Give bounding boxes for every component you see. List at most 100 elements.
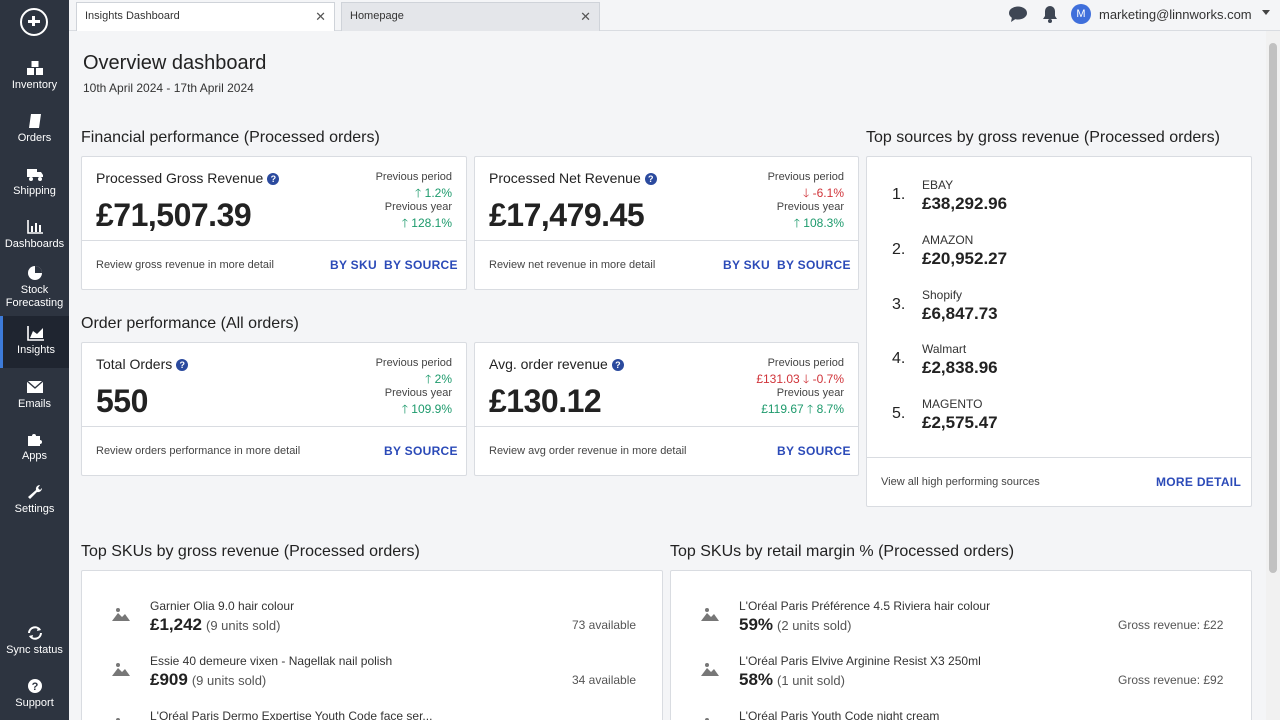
source-name: Walmart bbox=[922, 342, 967, 356]
source-rank: 4. bbox=[892, 350, 906, 367]
sku-units: (1 unit sold) bbox=[777, 673, 845, 688]
review-text: View all high performing sources bbox=[881, 476, 1040, 488]
card-title-text: Processed Gross Revenue bbox=[96, 170, 264, 186]
card-title-text: Processed Net Revenue bbox=[489, 170, 641, 186]
avg-order-revenue-card: Avg. order revenue? £130.12 Previous per… bbox=[474, 342, 859, 476]
prev-year-change: £119.67 🡑 8.7% bbox=[761, 400, 844, 421]
tab-insights-dashboard[interactable]: Insights Dashboard ✕ bbox=[76, 2, 335, 31]
arrow-up-icon: 🡑 bbox=[793, 216, 800, 230]
chevron-down-icon[interactable] bbox=[1262, 10, 1270, 15]
financial-section-title: Financial performance (Processed orders) bbox=[81, 129, 380, 146]
review-text: Review orders performance in more detail bbox=[96, 445, 301, 457]
image-placeholder-icon bbox=[705, 718, 709, 720]
tab-homepage[interactable]: Homepage ✕ bbox=[341, 2, 600, 31]
card-value: £130.12 bbox=[489, 383, 602, 419]
avatar[interactable]: M bbox=[1071, 4, 1091, 24]
sku-name: L'Oréal Paris Youth Code night cream bbox=[739, 709, 940, 720]
more-detail-link[interactable]: MORE DETAIL bbox=[1156, 475, 1242, 489]
card-divider bbox=[82, 240, 466, 241]
linnworks-logo-icon[interactable] bbox=[20, 8, 48, 36]
by-source-link[interactable]: BY SOURCE bbox=[384, 444, 458, 458]
sidebar-item-support[interactable]: ? Support bbox=[0, 678, 69, 710]
sidebar-item-emails[interactable]: Emails bbox=[0, 379, 69, 411]
sku-availability: 73 available bbox=[572, 618, 637, 632]
sidebar: Inventory Orders Shipping Dashboards Sto… bbox=[0, 0, 69, 720]
review-text: Review avg order revenue in more detail bbox=[489, 445, 687, 457]
card-divider bbox=[475, 240, 858, 241]
review-text: Review net revenue in more detail bbox=[489, 259, 656, 271]
sidebar-item-label: Support bbox=[15, 697, 54, 709]
image-placeholder-icon bbox=[116, 718, 120, 720]
top-sources-card: 1. EBAY £38,292.96 2. AMAZON £20,952.27 … bbox=[866, 156, 1252, 507]
sidebar-item-inventory[interactable]: Inventory bbox=[0, 60, 69, 92]
sidebar-item-insights[interactable]: Insights bbox=[0, 316, 69, 368]
sidebar-item-apps[interactable]: Apps bbox=[0, 431, 69, 463]
source-rank: 1. bbox=[892, 186, 906, 203]
card-title-text: Avg. order revenue bbox=[489, 356, 608, 372]
arrow-up-icon: 🡑 bbox=[401, 402, 408, 416]
pie-chart-icon bbox=[27, 266, 42, 280]
source-value: £20,952.27 bbox=[922, 249, 1008, 268]
prev-period-value: -6.1% bbox=[812, 186, 844, 200]
close-icon[interactable]: ✕ bbox=[315, 9, 326, 24]
arrow-up-icon: 🡑 bbox=[425, 372, 432, 386]
scrollbar-thumb[interactable] bbox=[1269, 43, 1277, 573]
card-title: Processed Net Revenue? bbox=[489, 170, 657, 186]
bell-icon[interactable] bbox=[1041, 5, 1059, 23]
scrollbar[interactable] bbox=[1266, 31, 1280, 720]
sku-amount: £1,242 bbox=[150, 615, 202, 634]
prev-period-label: Previous period bbox=[767, 357, 844, 369]
sku-name: L'Oréal Paris Dermo Expertise Youth Code… bbox=[150, 709, 433, 720]
sidebar-item-dashboards[interactable]: Dashboards bbox=[0, 219, 69, 251]
image-placeholder-icon bbox=[112, 608, 130, 621]
close-icon[interactable]: ✕ bbox=[580, 9, 591, 24]
puzzle-icon bbox=[27, 434, 42, 446]
sidebar-item-settings[interactable]: Settings bbox=[0, 484, 69, 516]
sku-name: L'Oréal Paris Elvive Arginine Resist X3 … bbox=[739, 654, 981, 668]
by-source-link[interactable]: BY SOURCE bbox=[384, 258, 458, 272]
source-name: EBAY bbox=[922, 178, 954, 192]
prev-year-value: 128.1% bbox=[411, 216, 452, 230]
help-icon[interactable]: ? bbox=[611, 359, 624, 371]
sku-gross-revenue: Gross revenue: £92 bbox=[1118, 673, 1224, 687]
prev-period-change: 🡑 2% bbox=[425, 370, 452, 391]
by-sku-link[interactable]: BY SKU bbox=[330, 258, 377, 272]
prev-year-change: 🡑 109.9% bbox=[402, 400, 452, 421]
sidebar-item-label: Dashboards bbox=[4, 238, 65, 250]
total-orders-card: Total Orders? 550 Previous period 🡑 2% P… bbox=[81, 342, 467, 476]
sidebar-item-stock-forecasting[interactable]: Stock Forecasting bbox=[0, 265, 69, 310]
svg-text:?: ? bbox=[31, 681, 38, 693]
arrow-up-icon: 🡑 bbox=[415, 186, 422, 200]
by-source-link[interactable]: BY SOURCE bbox=[777, 444, 851, 458]
card-title: Processed Gross Revenue? bbox=[96, 170, 280, 186]
envelope-icon bbox=[26, 380, 43, 393]
tab-bar: Insights Dashboard ✕ Homepage ✕ bbox=[69, 0, 1280, 31]
by-sku-link[interactable]: BY SKU bbox=[723, 258, 770, 272]
card-value: £71,507.39 bbox=[96, 197, 252, 233]
tab-label: Insights Dashboard bbox=[85, 10, 180, 22]
sku-value: 58% (1 unit sold) bbox=[739, 670, 845, 690]
sidebar-item-label: Sync status bbox=[6, 644, 63, 656]
help-icon[interactable]: ? bbox=[267, 173, 280, 185]
arrow-up-icon: 🡑 bbox=[807, 402, 814, 416]
sidebar-item-label: Inventory bbox=[11, 79, 58, 91]
prev-period-value: 1.2% bbox=[424, 186, 452, 200]
chat-icon[interactable] bbox=[1008, 5, 1028, 23]
sidebar-item-shipping[interactable]: Shipping bbox=[0, 166, 69, 198]
sidebar-item-label: Apps bbox=[21, 450, 48, 462]
sku-name: L'Oréal Paris Préférence 4.5 Riviera hai… bbox=[739, 599, 991, 613]
user-email[interactable]: marketing@linnworks.com bbox=[1099, 7, 1252, 22]
wrench-icon bbox=[27, 484, 42, 499]
sidebar-item-orders[interactable]: Orders bbox=[0, 113, 69, 145]
prev-year-label: Previous year bbox=[776, 201, 844, 213]
prev-year-value: 109.9% bbox=[411, 402, 452, 416]
sidebar-item-sync-status[interactable]: Sync status bbox=[0, 625, 69, 657]
prev-year-amount: £119.67 bbox=[761, 402, 804, 416]
by-source-link[interactable]: BY SOURCE bbox=[777, 258, 851, 272]
source-name: Shopify bbox=[922, 288, 963, 302]
help-icon[interactable]: ? bbox=[176, 359, 189, 371]
sku-value: 59% (2 units sold) bbox=[739, 615, 851, 635]
help-icon[interactable]: ? bbox=[644, 173, 657, 185]
source-value: £2,838.96 bbox=[922, 358, 998, 377]
card-value: 550 bbox=[96, 383, 148, 419]
